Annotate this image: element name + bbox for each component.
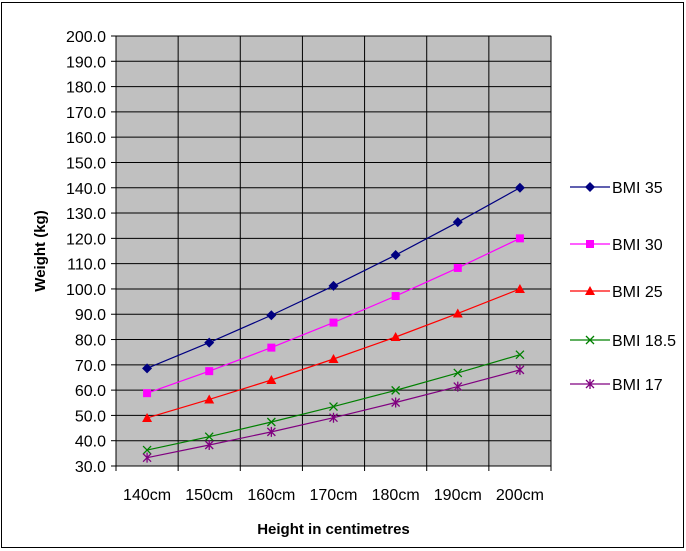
plot-background — [115, 35, 552, 467]
y-tick-label: 150.0 — [66, 155, 106, 172]
y-tick-label: 140.0 — [66, 181, 106, 198]
x-tick-label: 150cm — [185, 487, 233, 504]
x-axis-ticks: 140cm 150cm 160cm 170cm 180cm 190cm 200cm — [115, 466, 552, 504]
data-point — [391, 397, 401, 408]
legend-label: BMI 35 — [612, 180, 663, 197]
y-tick-label: 170.0 — [66, 105, 106, 122]
series-bmi-18-5 — [142, 350, 525, 455]
x-axis-title: Height in centimetres — [257, 521, 410, 538]
y-axis-ticks: 30.0 40.0 50.0 60.0 70.0 80.0 90.0 100.0 110.0 12… — [66, 29, 116, 476]
data-point — [267, 343, 276, 352]
data-point — [142, 412, 153, 422]
legend-item: BMI 17 — [570, 377, 663, 394]
legend-swatch-marker — [585, 335, 595, 345]
data-point — [452, 308, 463, 318]
legend-label: BMI 17 — [612, 377, 663, 394]
y-tick-label: 70.0 — [75, 358, 106, 375]
data-point — [266, 417, 276, 427]
legend-swatch-marker — [585, 379, 595, 389]
data-point — [142, 445, 152, 455]
data-point — [143, 389, 152, 398]
y-tick-label: 60.0 — [75, 383, 106, 400]
y-tick-label: 40.0 — [75, 434, 106, 451]
data-point — [204, 337, 215, 348]
data-point — [390, 250, 401, 261]
x-tick-label: 140cm — [123, 487, 171, 504]
data-point — [391, 292, 400, 301]
y-tick-label: 50.0 — [75, 408, 106, 425]
data-point — [205, 367, 214, 376]
y-tick-label: 100.0 — [66, 282, 106, 299]
data-point — [514, 182, 525, 193]
legend: BMI 35 BMI 30 BMI 25 BMI 18.5 BMI 17 — [570, 180, 676, 394]
data-point — [328, 280, 339, 291]
data-point — [453, 381, 463, 392]
data-point — [204, 440, 214, 451]
y-tick-label: 30.0 — [75, 459, 106, 476]
y-tick-label: 90.0 — [75, 307, 106, 324]
legend-label: BMI 30 — [612, 237, 663, 254]
data-point — [390, 332, 401, 341]
y-tick-label: 180.0 — [66, 80, 106, 97]
data-point — [142, 452, 152, 463]
data-point — [515, 350, 525, 360]
series-bmi-35 — [142, 182, 525, 374]
data-point — [204, 394, 215, 404]
data-point — [453, 263, 462, 272]
x-tick-label: 180cm — [372, 487, 420, 504]
data-point — [266, 310, 277, 321]
x-tick-label: 190cm — [434, 487, 482, 504]
y-tick-label: 200.0 — [66, 29, 106, 46]
series-bmi-25 — [142, 283, 525, 422]
x-tick-label: 170cm — [309, 487, 357, 504]
data-point — [391, 385, 401, 395]
legend-label: BMI 25 — [612, 284, 663, 301]
series-lines — [142, 182, 525, 463]
data-point — [514, 283, 525, 293]
series-bmi-30 — [143, 234, 524, 398]
data-point — [452, 217, 463, 228]
data-point — [329, 412, 338, 423]
data-point — [453, 368, 463, 378]
legend-item: BMI 35 — [570, 180, 663, 197]
x-tick-label: 160cm — [247, 487, 295, 504]
data-point — [204, 432, 214, 442]
series-bmi-17 — [142, 364, 525, 463]
legend-item: BMI 25 — [570, 284, 663, 301]
data-point — [515, 364, 525, 375]
y-axis-title: Weight (kg) — [32, 210, 49, 291]
data-point — [266, 426, 276, 437]
legend-label: BMI 18.5 — [612, 333, 676, 350]
data-point — [266, 375, 277, 384]
y-tick-label: 120.0 — [66, 231, 106, 248]
y-tick-label: 80.0 — [75, 333, 106, 350]
legend-swatch-marker — [585, 286, 595, 295]
legend-item: BMI 18.5 — [570, 333, 676, 350]
plot-area — [115, 35, 552, 467]
y-tick-label: 110.0 — [67, 257, 106, 274]
y-tick-label: 190.0 — [66, 54, 106, 71]
data-point — [329, 318, 338, 327]
data-point — [328, 354, 339, 364]
legend-item: BMI 30 — [570, 237, 663, 254]
data-point — [515, 234, 524, 243]
y-tick-label: 130.0 — [66, 206, 106, 223]
legend-swatch-marker — [585, 182, 595, 192]
x-tick-label: 200cm — [496, 487, 544, 504]
y-tick-label: 160.0 — [66, 130, 106, 147]
legend-swatch-marker — [586, 240, 594, 248]
data-point — [329, 402, 338, 412]
data-point — [142, 363, 153, 374]
